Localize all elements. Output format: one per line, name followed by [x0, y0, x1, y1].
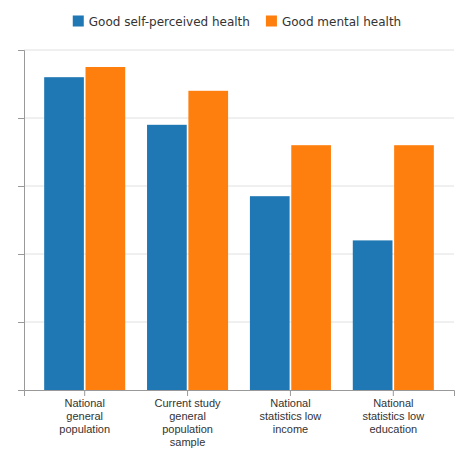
y-tick-mark [18, 50, 24, 51]
y-axis-line [18, 51, 25, 391]
x-tick-label-line: population [59, 423, 110, 435]
bar [250, 196, 290, 390]
y-tick-mark [18, 118, 24, 119]
x-tick-label: Nationalstatistics lowincome [260, 397, 322, 435]
y-tick [18, 254, 24, 255]
bar [147, 125, 187, 390]
x-tick-label-line: Current study [155, 397, 222, 409]
legend-swatch [73, 16, 84, 27]
legend-item: Good self-perceived health [73, 15, 250, 29]
x-tick-label: Nationalgeneralpopulation [59, 397, 110, 435]
x-tick: Nationalstatistics loweducation [362, 390, 424, 435]
y-tick [18, 186, 24, 187]
legend-label: Good self-perceived health [89, 15, 250, 29]
x-tick-label: Nationalstatistics loweducation [362, 397, 424, 435]
x-tick-mark [393, 390, 394, 396]
x-tick: Current studygeneralpopulationsample [155, 390, 222, 448]
x-tick-label-line: sample [170, 436, 205, 448]
chart: NationalgeneralpopulationCurrent studyge… [0, 0, 474, 474]
x-tick-label-line: National [270, 397, 310, 409]
y-tick [18, 118, 24, 119]
bar [188, 91, 228, 390]
x-tick: Nationalgeneralpopulation [59, 390, 110, 435]
x-tick-mark [84, 390, 85, 396]
x-tick: Nationalstatistics lowincome [260, 390, 322, 435]
x-tick-label-line: income [273, 423, 308, 435]
bar-series [86, 67, 434, 390]
x-tick-label-line: general [169, 410, 206, 422]
y-axis [18, 51, 25, 391]
x-tick-label-line: National [373, 397, 413, 409]
x-axis-line [25, 391, 455, 397]
plot: NationalgeneralpopulationCurrent studyge… [18, 50, 455, 448]
x-tick-label-line: statistics low [260, 410, 322, 422]
x-tick-label: Current studygeneralpopulationsample [155, 397, 222, 449]
x-tick-label-line: statistics low [362, 410, 424, 422]
x-tick-label-line: general [66, 410, 103, 422]
legend-item: Good mental health [266, 15, 401, 29]
legend: Good self-perceived health Good mental he… [73, 15, 401, 29]
x-tick-label-line: population [162, 423, 213, 435]
x-tick-mark [290, 390, 291, 396]
y-tick [18, 50, 24, 51]
y-tick [18, 322, 24, 323]
x-tick-label-line: education [369, 423, 417, 435]
bar [394, 145, 434, 390]
y-tick-mark [18, 254, 24, 255]
grid-line [24, 50, 454, 51]
x-tick-mark [187, 390, 188, 396]
x-axis: NationalgeneralpopulationCurrent studyge… [25, 390, 455, 448]
bar [353, 240, 393, 390]
legend-swatch [266, 16, 277, 27]
y-tick-mark [18, 186, 24, 187]
bars [44, 67, 434, 390]
bar [44, 77, 84, 390]
bar [86, 67, 126, 390]
bar [291, 145, 331, 390]
legend-label: Good mental health [282, 15, 401, 29]
x-tick-label-line: National [65, 397, 105, 409]
y-tick-mark [18, 322, 24, 323]
